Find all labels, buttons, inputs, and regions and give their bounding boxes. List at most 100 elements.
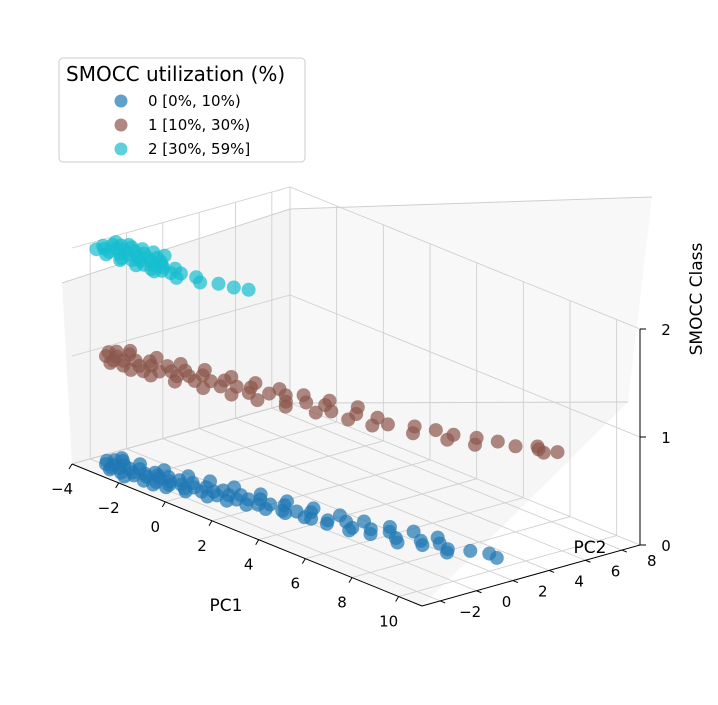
x-tick-mark [301, 558, 306, 564]
x-tick-mark [348, 577, 353, 583]
scatter-point [169, 270, 184, 285]
scatter-point [167, 374, 182, 389]
legend-label: 2 [30%, 59%] [148, 140, 250, 158]
scatter-point [197, 363, 212, 377]
scatter-point [341, 412, 356, 427]
legend-label: 1 [10%, 30%) [148, 116, 250, 134]
scatter-point [102, 462, 117, 477]
scatter-point [146, 477, 161, 492]
scatter-point [146, 245, 161, 260]
scatter-point [133, 457, 147, 472]
legend-label: 0 [0%, 10%) [148, 92, 241, 110]
scatter-point [278, 506, 293, 521]
scatter-point [536, 445, 551, 460]
scatter-point [350, 400, 365, 415]
scatter-point [159, 480, 174, 495]
scatter-point [342, 523, 357, 538]
scatter-point [489, 550, 504, 565]
pane-floor [72, 402, 628, 606]
scatter-point [463, 543, 478, 558]
scatter-point [135, 242, 150, 257]
scatter-point [508, 439, 523, 454]
scatter-point [296, 388, 311, 403]
scatter-point [123, 362, 138, 377]
z-tick-label: 0 [661, 537, 671, 555]
scatter-point [319, 516, 334, 531]
scatter-point [203, 474, 217, 489]
scatter-point [380, 417, 395, 432]
scatter-point [440, 545, 454, 560]
scatter-point [224, 370, 239, 384]
scatter-point [280, 494, 294, 509]
scatter-point [250, 393, 265, 408]
scatter-point [211, 276, 226, 291]
x-tick-label: −4 [51, 480, 73, 498]
y-tick-label: 8 [647, 552, 657, 570]
x-tick-mark [255, 539, 260, 545]
scatter-point [440, 432, 455, 447]
scatter-point [415, 538, 430, 553]
y-tick-mark [512, 580, 519, 584]
scatter-point [322, 393, 337, 408]
y-tick-mark [585, 559, 591, 563]
x-tick-mark [161, 501, 166, 508]
legend-marker [114, 118, 128, 132]
scatter-point [224, 387, 239, 402]
y-axis-line [421, 544, 641, 607]
y-tick-label: 4 [574, 572, 584, 590]
scatter-point [108, 235, 123, 250]
scatter-point [219, 493, 234, 508]
scatter-point [227, 480, 242, 495]
scatter-point [178, 484, 193, 499]
scatter-point [382, 520, 397, 534]
scatter-point [193, 275, 208, 290]
scatter-point [468, 437, 482, 452]
scatter-point [226, 280, 241, 295]
x-tick-label: 0 [151, 518, 161, 536]
x-tick-label: 4 [244, 556, 254, 574]
scatter-point [239, 497, 254, 512]
x-tick-mark [208, 520, 213, 527]
scatter-point [213, 379, 228, 394]
z-axis-title: SMOCC Class [687, 243, 707, 356]
scatter-point [147, 264, 162, 279]
legend-marker [114, 142, 128, 156]
legend: SMOCC utilization (%) 0 [0%, 10%) 1 [10%,… [58, 57, 306, 163]
legend-entries: 0 [0%, 10%) 1 [10%, 30%) 2 [30%, 59%] [114, 92, 250, 158]
x-tick-label: −2 [98, 499, 120, 517]
y-tick-label: −2 [459, 603, 481, 621]
scatter-point [324, 404, 339, 419]
y-tick-label: 2 [538, 583, 548, 601]
scatter-point [390, 535, 405, 550]
scatter-point [173, 357, 188, 371]
x-tick-label: 6 [291, 575, 301, 593]
scatter-point [149, 350, 164, 365]
scatter-point [406, 426, 420, 441]
scatter-point [248, 376, 263, 391]
legend-title: SMOCC utilization (%) [66, 62, 285, 86]
z-tick-label: 1 [661, 429, 671, 447]
scatter-point [121, 237, 136, 252]
scatter-point [365, 418, 380, 433]
scatter-point [113, 253, 128, 268]
x-tick-label: 8 [337, 594, 347, 612]
x-tick-mark [115, 482, 120, 489]
scatter-point [103, 355, 118, 370]
scatter-point [258, 502, 273, 516]
x-tick-label: 10 [379, 613, 398, 631]
data-points [89, 235, 565, 565]
scatter-point [490, 434, 505, 449]
scatter-point [332, 508, 347, 523]
legend-marker [114, 94, 128, 108]
z-tick-label: 2 [661, 321, 671, 339]
scatter-point [241, 282, 256, 297]
scatter-point [278, 399, 293, 414]
y-axis-title: PC2 [574, 538, 607, 558]
scatter-point [253, 487, 268, 502]
scatter-point [129, 258, 144, 273]
scatter-point [297, 510, 312, 525]
pane-back [290, 197, 652, 403]
scatter-point [428, 423, 443, 438]
x-tick-label: 2 [197, 537, 207, 555]
